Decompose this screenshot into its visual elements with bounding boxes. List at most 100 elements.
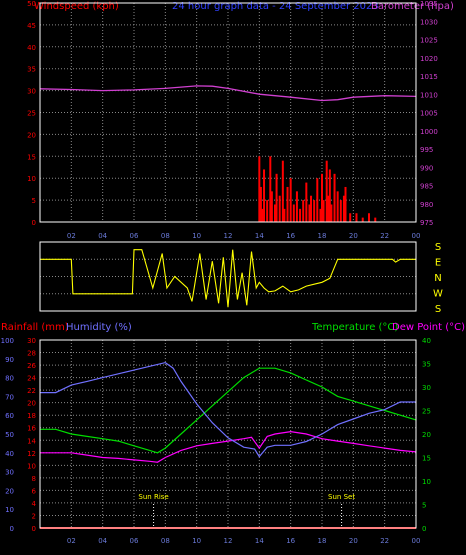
bottom-time-tick: 04 [98,537,107,545]
wind-gust-bar [283,208,286,222]
baro-tick-label: 1030 [420,18,438,26]
wind-gust-bar [308,204,311,222]
wind-gust-bar [355,213,358,222]
humidity-tick-label: 0 [10,525,14,533]
wind-tick-label: 35 [27,66,36,74]
humidity-tick-label: 100 [1,337,14,345]
bottom-time-tick: 00 [412,537,421,545]
bottom-time-tick: 08 [161,537,170,545]
wind-axis-ticks: 0 5 10 15 20 25 30 35 40 45 50 [27,0,36,227]
rain-tick-label: 12 [27,450,36,458]
baro-axis-title: Barometer (hpa) [371,1,454,12]
direction-label: S [435,242,441,253]
top-time-tick: 22 [380,232,389,240]
rain-tick-label: 10 [27,462,36,470]
baro-tick-label: 990 [420,164,433,172]
temp-tick-label: 10 [422,478,431,486]
wind-gust-bar [275,173,278,222]
wind-gust-bar [368,213,370,222]
humidity-tick-label: 30 [5,469,14,477]
bottom-time-tick: 06 [130,537,139,545]
top-time-tick: 06 [130,232,139,240]
bottom-time-tick: 20 [349,537,358,545]
wind-tick-label: 10 [27,175,36,183]
wind-gust-bar [327,195,330,222]
wind-gust-bar [302,200,305,222]
temp-axis-ticks: 0 5 10 15 20 25 30 35 40 [422,337,431,533]
wind-gust-bar [374,217,377,222]
sun-annotation-label: Sun Set [328,493,355,501]
wind-tick-label: 45 [27,22,36,30]
wind-tick-label: 0 [32,219,36,227]
humidity-tick-label: 70 [5,393,14,401]
wind-gust-bar [274,204,276,222]
rain-tick-label: 22 [27,387,36,395]
bottom-time-tick: 14 [255,537,264,545]
wind-gust-bars [258,156,377,222]
wind-gust-bar [270,191,273,222]
wind-tick-label: 40 [27,44,36,52]
wind-gust-bar [325,160,328,222]
humidity-tick-label: 60 [5,412,14,420]
direction-label: S [435,304,441,315]
top-time-tick: 14 [255,232,264,240]
top-time-tick: 12 [224,232,233,240]
temp-tick-label: 35 [422,361,431,369]
rain-tick-label: 6 [32,487,37,495]
wind-gust-bar [336,191,339,222]
wind-gust-bar [328,169,331,222]
top-time-tick: 16 [286,232,295,240]
humidity-line [40,361,416,458]
wind-gust-bar [299,208,302,222]
rain-tick-label: 2 [32,512,36,520]
sun-annotation-label: Sun Rise [138,493,168,501]
top-time-tick: 20 [349,232,358,240]
wind-gust-bar [305,182,308,222]
top-time-tick: 02 [67,232,76,240]
rain-tick-label: 4 [32,500,37,508]
temp-axis-title: Temperature (°C) [311,322,398,333]
baro-tick-label: 1010 [420,91,438,99]
wind-gust-bar [344,186,347,222]
baro-tick-label: 1020 [420,55,438,63]
graph-title: 24 hour graph data - 24 September 2023 [172,1,379,12]
humidity-tick-label: 80 [5,375,14,383]
rain-tick-label: 0 [32,525,36,533]
sun-annotations: Sun Rise Sun Set [138,493,355,526]
wind-gust-bar [333,173,336,222]
bottom-panel-frame [39,339,417,529]
wind-gust-bar [342,195,345,222]
top-time-tick: 10 [192,232,201,240]
rain-tick-label: 14 [27,437,36,445]
wind-gust-bar [321,173,323,222]
top-panel-frame [39,2,417,223]
rain-tick-label: 30 [27,337,36,345]
wind-gust-bar [316,178,319,222]
wind-gust-bar [310,195,313,222]
bottom-time-tick: 02 [67,537,76,545]
direction-label: E [435,258,441,269]
rain-tick-label: 24 [27,375,36,383]
baro-tick-label: 1035 [420,0,438,8]
bottom-time-tick: 16 [286,537,295,545]
wind-tick-label: 25 [27,110,36,118]
direction-label: N [434,273,441,284]
baro-tick-label: 1000 [420,128,438,136]
wind-gust-bar [313,200,316,222]
humidity-tick-label: 90 [5,356,14,364]
wind-gust-bar [295,191,298,222]
temp-tick-label: 5 [422,502,426,510]
wind-gust-bar [289,178,292,222]
wind-tick-label: 30 [27,88,36,96]
wind-gust-bar [319,208,322,222]
rain-tick-label: 20 [27,400,36,408]
humidity-tick-label: 20 [5,487,14,495]
wind-tick-label: 5 [32,197,36,205]
humidity-axis-title: Humidity (%) [66,322,132,333]
temp-tick-label: 40 [422,337,431,345]
top-time-tick: 18 [318,232,327,240]
baro-line [39,85,417,102]
